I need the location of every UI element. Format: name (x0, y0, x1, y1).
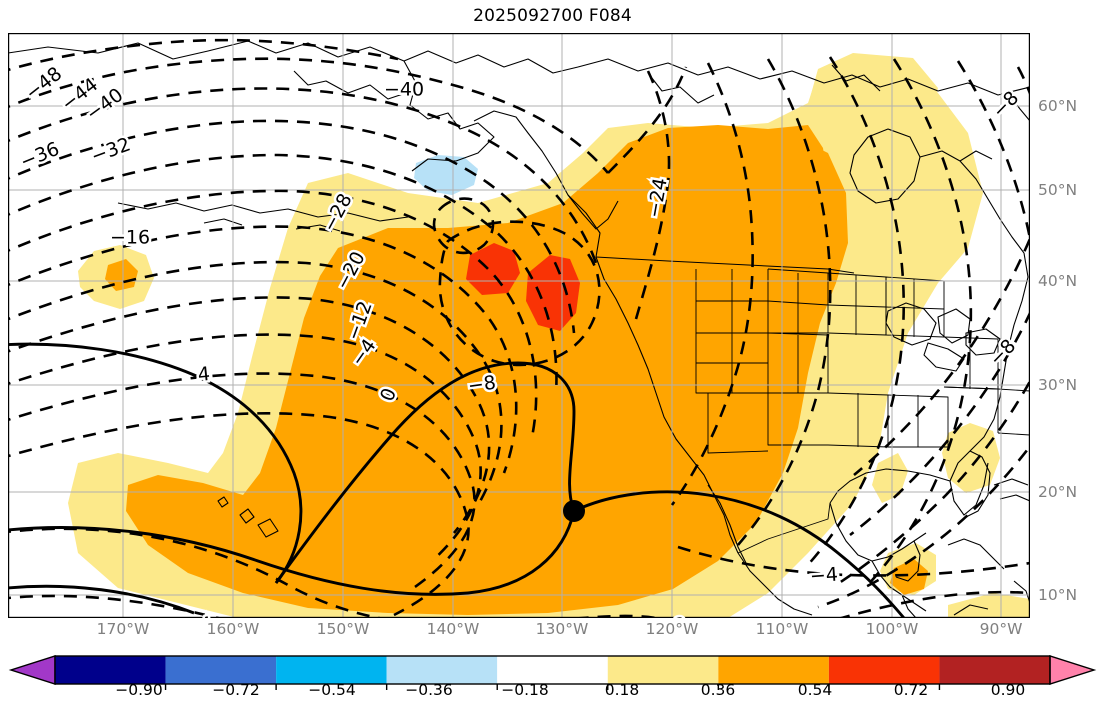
shade-band-054-072-b (526, 255, 580, 331)
lon-tick-110w: 110°W (755, 620, 809, 638)
colorbar-label--0-72: −0.72 (212, 681, 260, 699)
lat-tick-30n: 30°N (1038, 376, 1078, 394)
colorbar-extend-high[interactable] (1049, 655, 1097, 685)
contour-label-17: −4 (809, 564, 838, 588)
colorbar-ticks (164, 684, 941, 690)
map-canvas[interactable]: −48−44−40 −40−36 −32−28 −24−20−16−12−8−8−8−… (8, 33, 1030, 618)
lat-tick-10n: 10°N (1038, 586, 1078, 604)
colorbar-segment-8[interactable] (939, 656, 1050, 684)
colorbar-canvas[interactable] (0, 652, 1105, 712)
colorbar-segment-6[interactable] (718, 656, 829, 684)
shade-blob-midpacific-orange (105, 259, 138, 291)
contour-label-11: −8 (467, 372, 498, 398)
lat-tick-50n: 50°N (1038, 181, 1078, 199)
map-panel[interactable]: −48 −44 −40 −40 −36 −32 −28 −24 −20 −16 −12 −8 −8 −8−… (8, 33, 1030, 618)
shade-band-neg036-neg018 (414, 155, 478, 195)
contour-label-19: 4 (197, 363, 211, 386)
shade-blob-south-corner (948, 593, 1030, 618)
contour-label-3: −40 (384, 79, 424, 101)
colorbar-segment-3[interactable] (386, 656, 498, 684)
contour-label-9: −16 (110, 227, 150, 249)
lon-tick-120w: 120°W (645, 620, 699, 638)
colorbar-label-0-90: 0.90 (990, 681, 1026, 699)
lon-tick-90w: 90°W (979, 620, 1023, 638)
colorbar-label--0-90: −0.90 (115, 681, 163, 699)
lat-tick-60n: 60°N (1038, 97, 1078, 115)
colorbar-label-0-72: 0.72 (893, 681, 929, 699)
coastlines-and-borders (8, 40, 1030, 618)
page-title: 2025092700 F084 (473, 6, 632, 26)
map-gridlines (8, 33, 1030, 618)
shade-band-036-054-north (598, 125, 828, 218)
station-dot[interactable] (563, 500, 585, 522)
lon-tick-130w: 130°W (535, 620, 589, 638)
colorbar-segment-4[interactable] (497, 656, 608, 684)
lon-tick-150w: 150°W (316, 620, 370, 638)
lon-tick-160w: 160°W (206, 620, 260, 638)
colorbar-segment-7[interactable] (828, 656, 940, 684)
lon-tick-100w: 100°W (865, 620, 919, 638)
colorbar-label--0-36: −0.36 (405, 681, 453, 699)
colorbar-label-0-36: 0.36 (700, 681, 736, 699)
colorbar-extend-low[interactable] (8, 655, 56, 685)
lon-tick-170w: 170°W (96, 620, 150, 638)
contour-lines-positive (8, 342, 906, 618)
lat-tick-40n: 40°N (1038, 272, 1078, 290)
colorbar-label-0-54: 0.54 (797, 681, 833, 699)
colorbar-label-0-18: 0.18 (604, 681, 640, 699)
lat-tick-20n: 20°N (1038, 483, 1078, 501)
contour-lines-negative (8, 38, 1030, 618)
colorbar-segment-0[interactable] (55, 656, 166, 684)
contour-label-12: −8 (657, 614, 688, 618)
shade-band-036-054 (126, 138, 848, 615)
shade-blob-baja-west (872, 453, 908, 503)
shade-band-054-072-a (466, 243, 520, 295)
colorbar[interactable] (0, 652, 1105, 712)
colorbar-label--0-54: −0.54 (308, 681, 356, 699)
colorbar-segments[interactable] (8, 655, 1097, 685)
colorbar-segment-1[interactable] (165, 656, 277, 684)
colorbar-segment-5[interactable] (607, 656, 719, 684)
lon-tick-140w: 140°W (426, 620, 480, 638)
colorbar-label--0-18: −0.18 (501, 681, 549, 699)
colorbar-segment-2[interactable] (276, 656, 387, 684)
colorbar-outline (54, 655, 1051, 685)
